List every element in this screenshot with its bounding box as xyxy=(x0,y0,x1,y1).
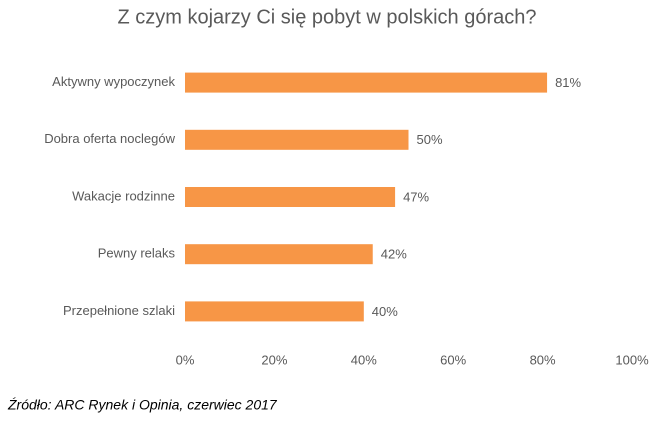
x-tick-label: 100% xyxy=(615,352,649,367)
y-tick-label: Dobra oferta noclegów xyxy=(44,131,175,146)
x-tick-label: 60% xyxy=(440,352,466,367)
x-tick-label: 0% xyxy=(176,352,195,367)
bar xyxy=(185,187,396,207)
x-tick-label: 40% xyxy=(351,352,377,367)
value-label: 50% xyxy=(417,132,443,147)
bar xyxy=(185,72,548,93)
value-label: 40% xyxy=(372,304,398,319)
y-tick-label: Aktywny wypoczynek xyxy=(52,74,175,89)
source-note: Źródło: ARC Rynek i Opinia, czerwiec 201… xyxy=(7,397,278,413)
chart-title: Z czym kojarzy Ci się pobyt w polskich g… xyxy=(117,6,536,28)
y-tick-label: Pewny relaks xyxy=(98,246,176,261)
value-label: 42% xyxy=(381,247,407,262)
value-label: 81% xyxy=(555,75,581,90)
y-tick-label: Przepełnione szlaki xyxy=(63,303,175,318)
value-label: 47% xyxy=(403,189,429,204)
bar xyxy=(185,244,373,265)
bar xyxy=(185,129,409,150)
x-tick-label: 80% xyxy=(530,352,556,367)
x-tick-label: 20% xyxy=(261,352,287,367)
y-tick-label: Wakacje rodzinne xyxy=(72,188,175,203)
bar xyxy=(185,301,364,322)
